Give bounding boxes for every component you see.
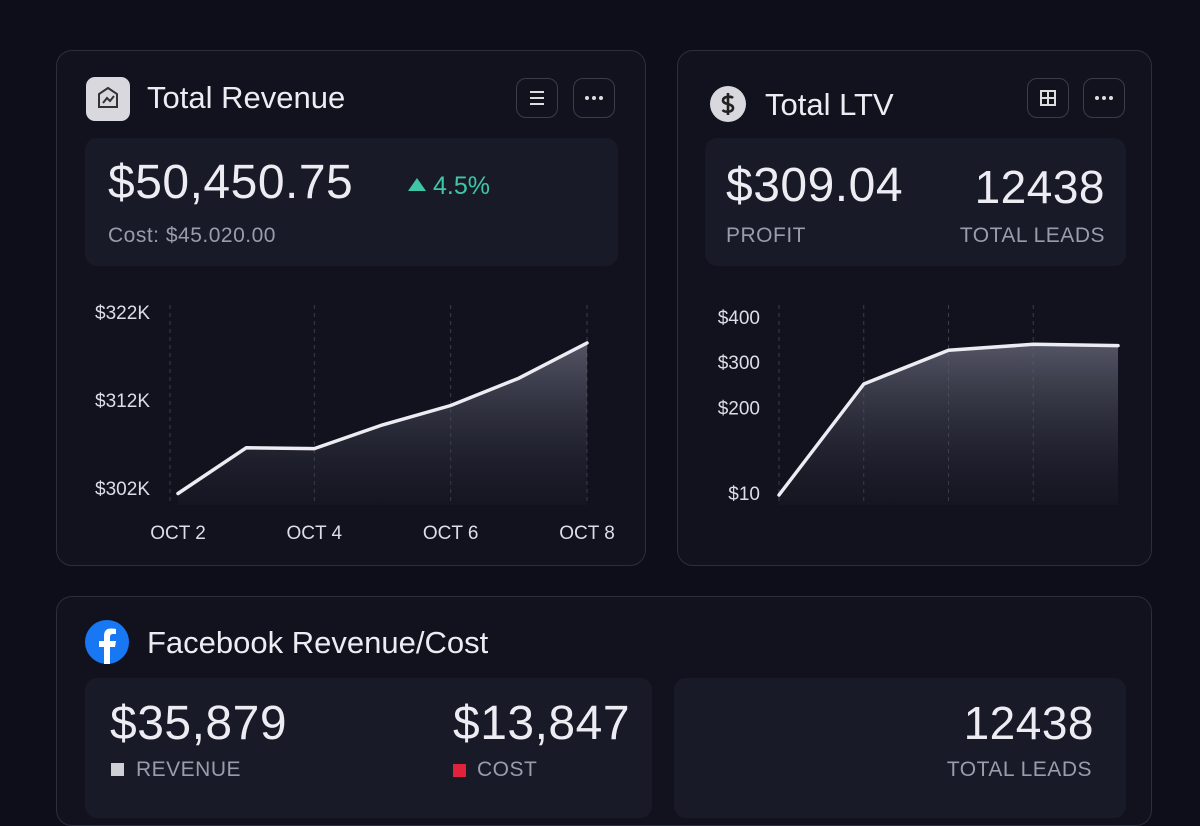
revenue-card [56,50,646,566]
revenue-panel [85,138,618,266]
fb-cost: $13,847 [453,697,631,750]
facebook-icon [85,620,129,664]
ltv-leads-label: TOTAL LEADS [959,224,1105,247]
ltv-leads: 12438 [974,161,1105,213]
cost-swatch [453,764,466,777]
ltv-icon [710,86,746,122]
facebook-title: Facebook Revenue/Cost [147,625,489,660]
revenue-title: Total Revenue [147,80,346,115]
ltv-title: Total LTV [765,87,894,122]
ltv-panel [705,138,1126,266]
revenue-cost: Cost: $45.020.00 [108,224,276,247]
revenue-swatch [111,763,124,776]
up-arrow [408,178,426,191]
list-button[interactable] [516,78,558,118]
fb-leads-panel [674,678,1126,818]
revenue-change: 4.5% [433,172,490,200]
more-button[interactable] [573,78,615,118]
grid-button[interactable] [1027,78,1069,118]
revenue-value: $50,450.75 [108,156,354,209]
fb-revenue-label: REVENUE [136,758,242,781]
fb-leads-label: TOTAL LEADS [946,758,1092,781]
ltv-card [677,50,1152,566]
page: Total Revenue $50,450.75 4.5% Cost: $45.… [56,50,1152,826]
fb-revenue: $35,879 [110,697,288,750]
revenue-icon [86,77,130,121]
fb-leads: 12438 [963,697,1094,749]
fb-cost-label: COST [477,758,538,781]
ltv-profit: $309.04 [726,159,904,212]
fb-panel [85,678,652,818]
ltv-profit-label: PROFIT [726,224,806,247]
more-button[interactable] [1083,78,1125,118]
